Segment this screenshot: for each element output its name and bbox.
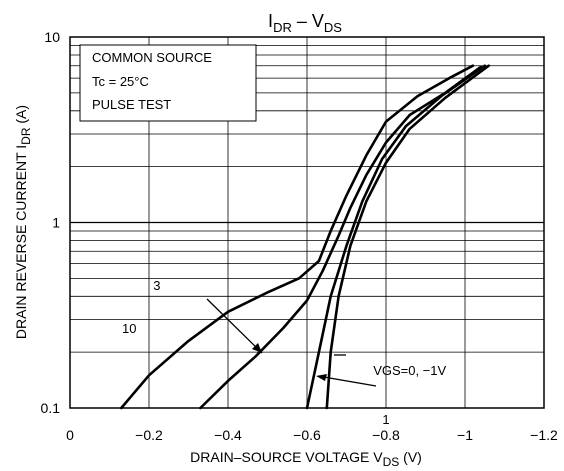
- x-axis-label: DRAIN–SOURCE VOLTAGE VDS (V): [190, 449, 422, 469]
- x-tick-label-1: −0.2: [135, 427, 163, 443]
- curves: [120, 64, 491, 410]
- grid: [69, 37, 545, 408]
- x-tick-label-3: −0.6: [293, 427, 321, 443]
- x-tick-label-0: 0: [66, 427, 74, 443]
- annotation-label-2: VGS=0, −1V: [373, 363, 446, 378]
- series-line-3: [325, 64, 491, 410]
- x-tick-label-6: −1.2: [530, 427, 558, 443]
- series-line-2: [305, 64, 487, 410]
- chart-title: IDR – VDS: [268, 11, 342, 35]
- series-line-0: [120, 64, 475, 410]
- annotation-label-1: 3: [153, 278, 160, 293]
- leader-3: [206, 298, 263, 354]
- y-tick-labels: 0.1 1 10: [41, 29, 61, 416]
- annotation-leaders: [206, 298, 377, 387]
- x-tick-label-4: −0.8: [372, 427, 400, 443]
- x-tick-label-2: −0.4: [214, 427, 242, 443]
- y-tick-label-2: 10: [44, 29, 60, 45]
- y-tick-label-1: 1: [52, 215, 60, 231]
- condition-line-3: PULSE TEST: [92, 97, 171, 112]
- annotation-label-3: 1: [382, 412, 389, 427]
- x-tick-label-5: −1: [457, 427, 473, 443]
- series-line-1: [199, 65, 483, 410]
- y-tick-label-0: 0.1: [41, 400, 61, 416]
- leader-3-arrow: [252, 343, 262, 353]
- leader-1: [317, 375, 377, 387]
- leader-1-arrow: [316, 374, 327, 381]
- condition-line-2: Tc = 25°C: [92, 74, 149, 89]
- annotation-labels: 10 3 VGS=0, −1V 1: [122, 278, 447, 427]
- conditions-box: [79, 44, 257, 122]
- y-axis-label: DRAIN REVERSE CURRENT IDR (A): [13, 105, 33, 339]
- annotation-label-0: 10: [122, 321, 136, 336]
- condition-line-1: COMMON SOURCE: [92, 50, 212, 65]
- x-tick-labels: 0 −0.2 −0.4 −0.6 −0.8 −1 −1.2: [66, 427, 558, 443]
